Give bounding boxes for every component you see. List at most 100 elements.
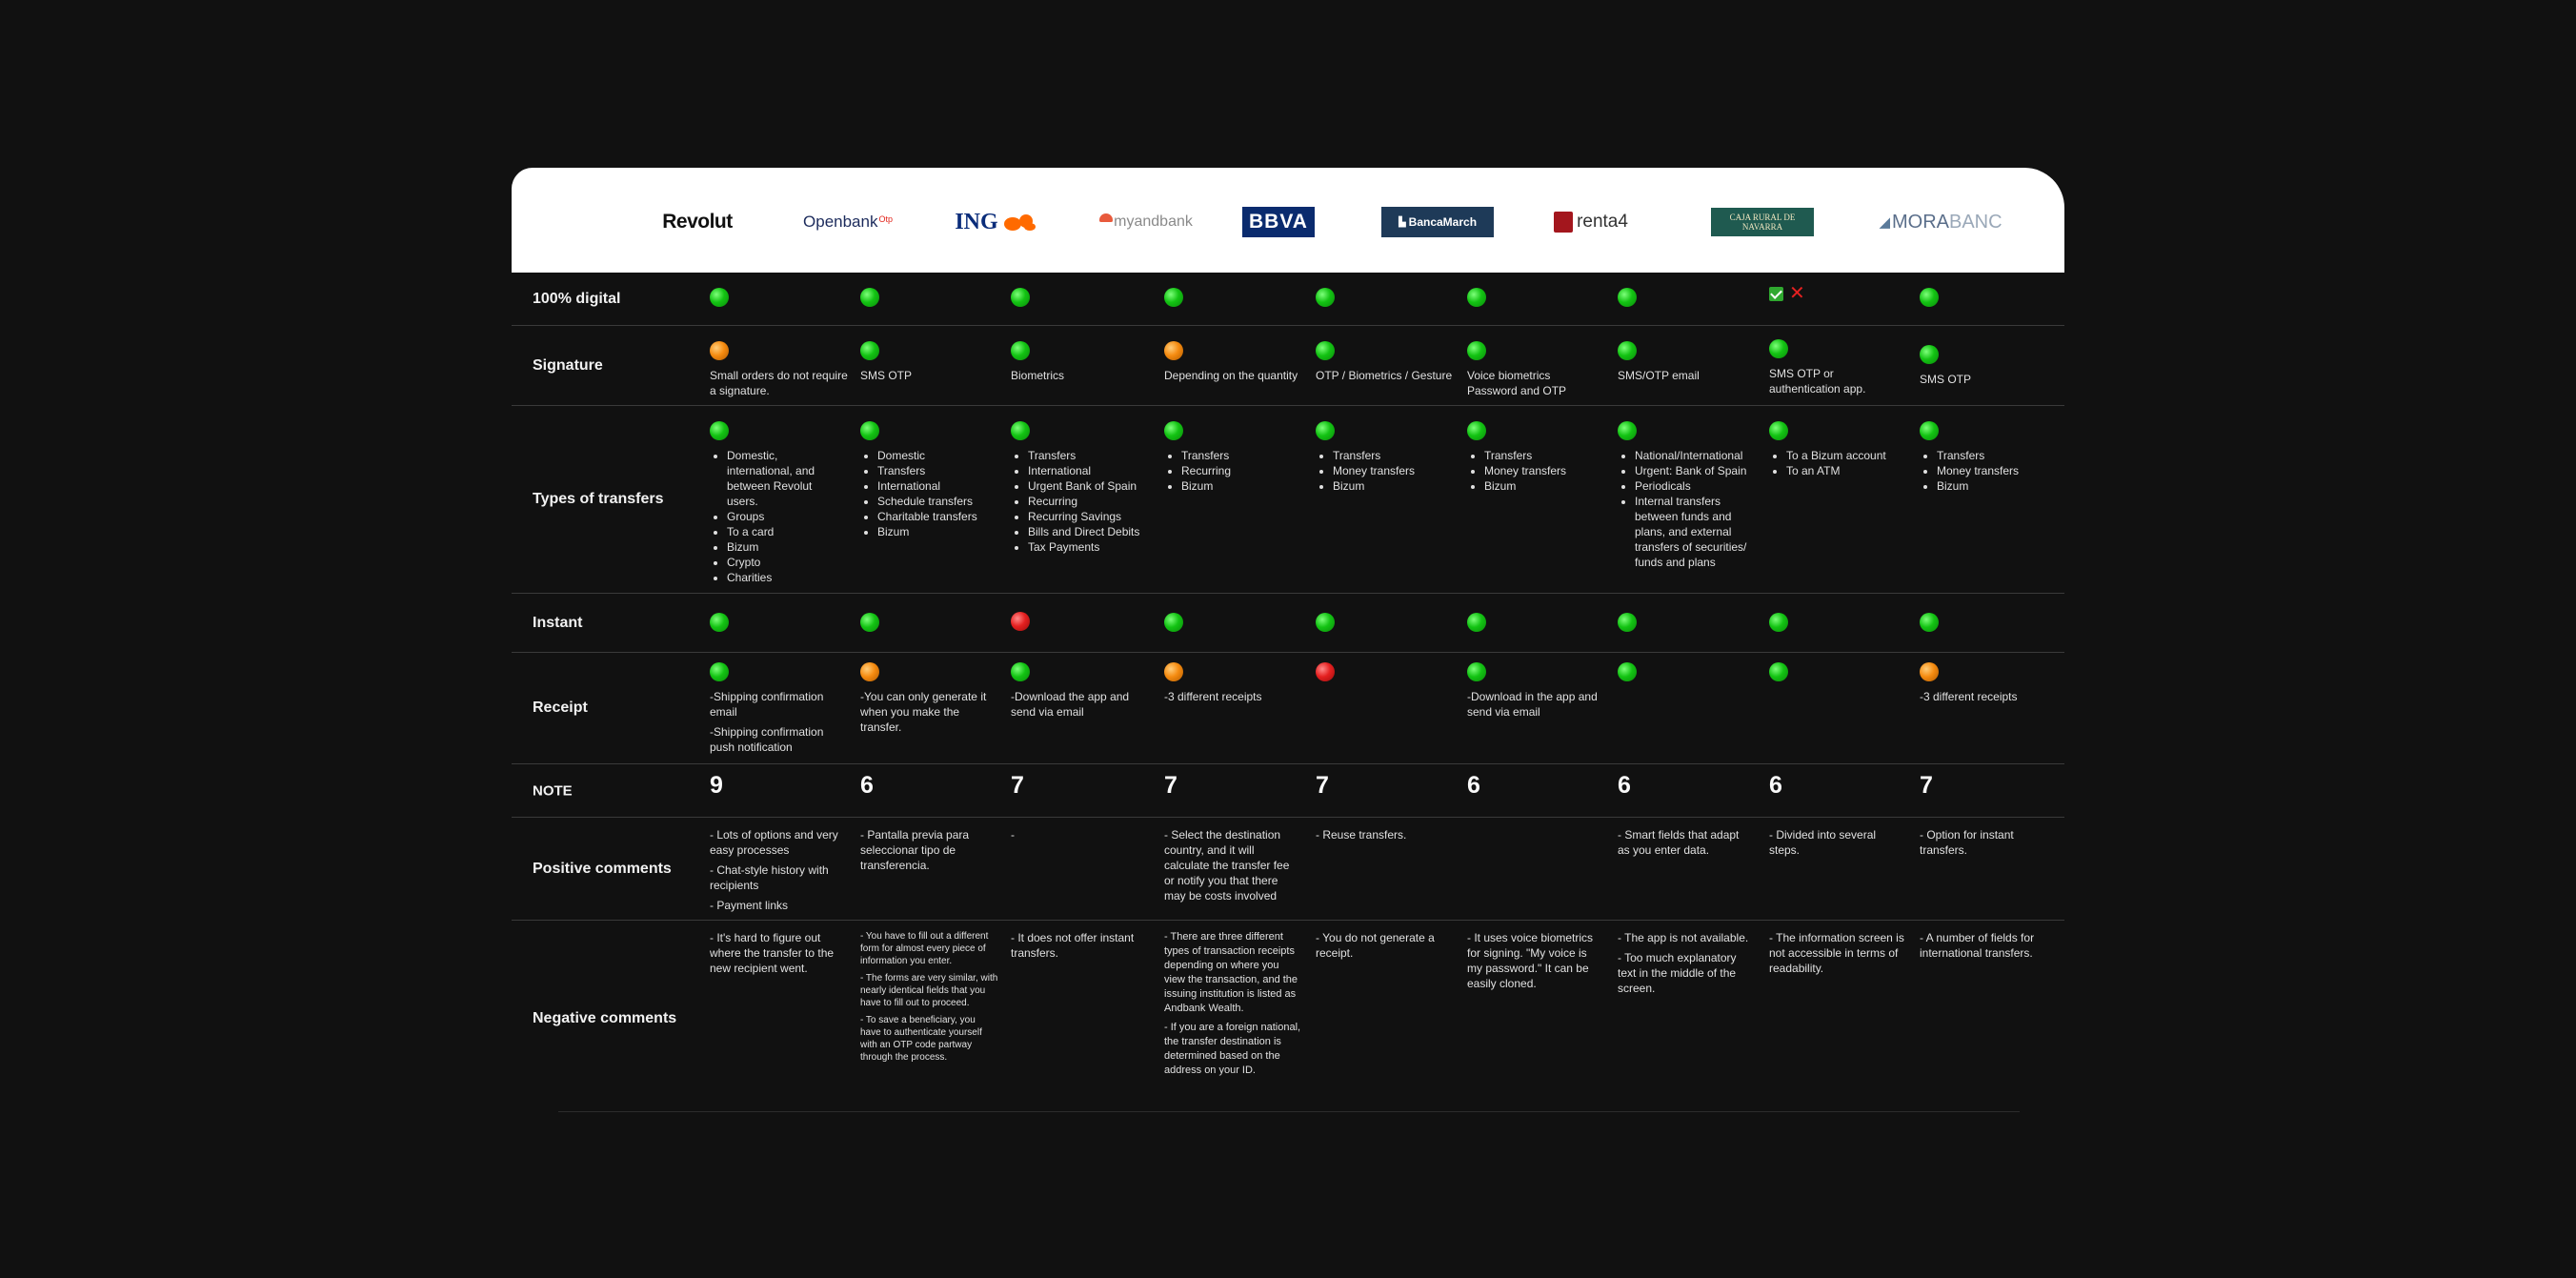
row-digital: 100% digital ✕ <box>512 273 2064 326</box>
negative-comment: - It's hard to figure out where the tran… <box>710 931 835 975</box>
negative-comment: - You have to fill out a different form … <box>860 931 989 966</box>
negative-comment: - If you are a foreign national, the tra… <box>1164 1022 1301 1076</box>
positive-comment: - Reuse transfers. <box>1316 828 1407 842</box>
row-signature: Signature Small orders do not require a … <box>512 326 2064 406</box>
score-value: 7 <box>1011 772 1024 799</box>
negative-comment: - A number of fields for international t… <box>1920 931 2035 960</box>
status-green-icon <box>1618 341 1637 360</box>
positive-comment: - Payment links <box>710 899 789 912</box>
row-label: Signature <box>533 356 603 374</box>
signature-text: OTP / Biometrics / Gesture <box>1316 369 1453 382</box>
transfer-types-list: Transfers Money transfers Bizum <box>1467 448 1610 494</box>
status-red-icon <box>1316 662 1335 681</box>
status-green-icon <box>1618 421 1637 440</box>
status-green-icon <box>1920 421 1939 440</box>
positive-comment: - Select the destination country, and it… <box>1164 828 1290 903</box>
score-value: 6 <box>1467 772 1480 799</box>
score-value: 9 <box>710 772 723 799</box>
status-green-icon <box>1011 662 1030 681</box>
status-orange-icon <box>1164 341 1183 360</box>
transfer-types-list: Transfers Money transfers Bizum <box>1920 448 2063 494</box>
positive-comment: - Chat-style history with recipients <box>710 863 829 892</box>
status-green-icon <box>1467 613 1486 632</box>
transfer-types-list: Transfers International Urgent Bank of S… <box>1011 448 1159 555</box>
row-label: Positive comments <box>533 860 672 877</box>
transfer-types-list: Domestic Transfers International Schedul… <box>860 448 1003 539</box>
caja-rural-logo: CAJA RURAL DE NAVARRA <box>1707 206 1818 238</box>
status-orange-icon <box>1920 662 1939 681</box>
receipt-text: -You can only generate it when you make … <box>860 690 987 734</box>
positive-comment: - Divided into several steps. <box>1769 828 1877 857</box>
negative-comment: - The forms are very similar, with nearl… <box>860 973 998 1008</box>
row-receipt: Receipt -Shipping confirmation email -Sh… <box>512 653 2064 764</box>
myandbank-logo: myandbank <box>1075 206 1218 238</box>
renta4-mark-icon <box>1554 212 1574 233</box>
transfer-types-list: Transfers Money transfers Bizum <box>1316 448 1459 494</box>
status-green-icon <box>1164 421 1183 440</box>
row-label: 100% digital <box>533 290 621 307</box>
status-green-icon <box>1164 288 1183 307</box>
signature-text: Biometrics <box>1011 369 1065 382</box>
checkmark-icon <box>1769 286 1783 301</box>
status-green-icon <box>1769 339 1788 358</box>
status-green-icon <box>1316 613 1335 632</box>
status-green-icon <box>1316 288 1335 307</box>
row-note: NOTE 9 6 7 7 7 6 6 6 7 <box>512 764 2064 818</box>
transfer-types-list: To a Bizum account To an ATM <box>1769 448 1912 478</box>
positive-comment: - <box>1011 828 1015 842</box>
cross-icon: ✕ <box>1789 283 1805 304</box>
score-value: 7 <box>1164 772 1177 799</box>
negative-comment: - You do not generate a receipt. <box>1316 931 1435 960</box>
status-green-icon <box>1769 662 1788 681</box>
negative-comment: - To save a beneficiary, you have to aut… <box>860 1015 982 1063</box>
bancamarch-mark-icon: ▙ <box>1398 216 1406 228</box>
row-label: Types of transfers <box>533 491 664 507</box>
comparison-table: Revolut Openbank Otp ING myandbank BBVA <box>512 168 2064 1116</box>
signature-text: Depending on the quantity <box>1164 369 1298 382</box>
negative-comment: - It uses voice biometrics for signing. … <box>1467 931 1594 990</box>
status-green-icon <box>1618 662 1637 681</box>
status-orange-icon <box>860 662 879 681</box>
renta4-logo: renta4 <box>1519 206 1662 238</box>
receipt-text: -Shipping confirmation email <box>710 690 824 719</box>
signature-text: Small orders do not require a signature. <box>710 369 848 397</box>
negative-comment: - Too much explanatory text in the middl… <box>1618 951 1737 995</box>
row-label: Instant <box>533 614 583 631</box>
row-label: Negative comments <box>533 1009 677 1026</box>
morabanc-logo: ◢ MORA BANC <box>1879 211 2002 233</box>
positive-comment: - Pantalla previa para seleccionar tipo … <box>860 828 970 872</box>
status-red-icon <box>1011 612 1030 631</box>
receipt-text: -3 different receipts <box>1164 690 1262 703</box>
status-green-icon <box>710 288 729 307</box>
ing-logo: ING <box>925 206 1068 238</box>
negative-comment: - There are three different types of tra… <box>1164 931 1298 1014</box>
positive-comment: - Lots of options and very easy processe… <box>710 828 838 857</box>
status-green-icon <box>1164 613 1183 632</box>
transfer-types-list: Domestic, international, and between Rev… <box>710 448 843 585</box>
signature-text: Voice biometrics Password and OTP <box>1467 369 1567 397</box>
row-label: Receipt <box>533 700 588 716</box>
negative-comment: - It does not offer instant transfers. <box>1011 931 1135 960</box>
transfer-types-list: National/International Urgent: Bank of S… <box>1618 448 1757 570</box>
positive-comment: - Smart fields that adapt as you enter d… <box>1618 828 1740 857</box>
bank-logos-header: Revolut Openbank Otp ING myandbank BBVA <box>512 168 2064 273</box>
positive-comment: - Option for instant transfers. <box>1920 828 2014 857</box>
status-green-icon <box>1316 341 1335 360</box>
signature-text: SMS/OTP email <box>1618 369 1700 382</box>
signature-text: SMS OTP <box>860 369 913 382</box>
score-value: 6 <box>1618 772 1631 799</box>
receipt-text: -Download in the app and send via email <box>1467 690 1598 719</box>
status-green-icon <box>710 613 729 632</box>
status-green-icon <box>710 421 729 440</box>
score-value: 6 <box>860 772 874 799</box>
status-green-icon <box>860 341 879 360</box>
status-green-icon <box>1011 341 1030 360</box>
status-green-icon <box>1316 421 1335 440</box>
status-orange-icon <box>710 341 729 360</box>
status-green-icon <box>1467 288 1486 307</box>
status-green-icon <box>710 662 729 681</box>
signature-text: SMS OTP or authentication app. <box>1769 367 1866 396</box>
ing-lion-icon <box>1003 214 1036 231</box>
status-green-icon <box>1769 613 1788 632</box>
status-green-icon <box>1618 288 1637 307</box>
